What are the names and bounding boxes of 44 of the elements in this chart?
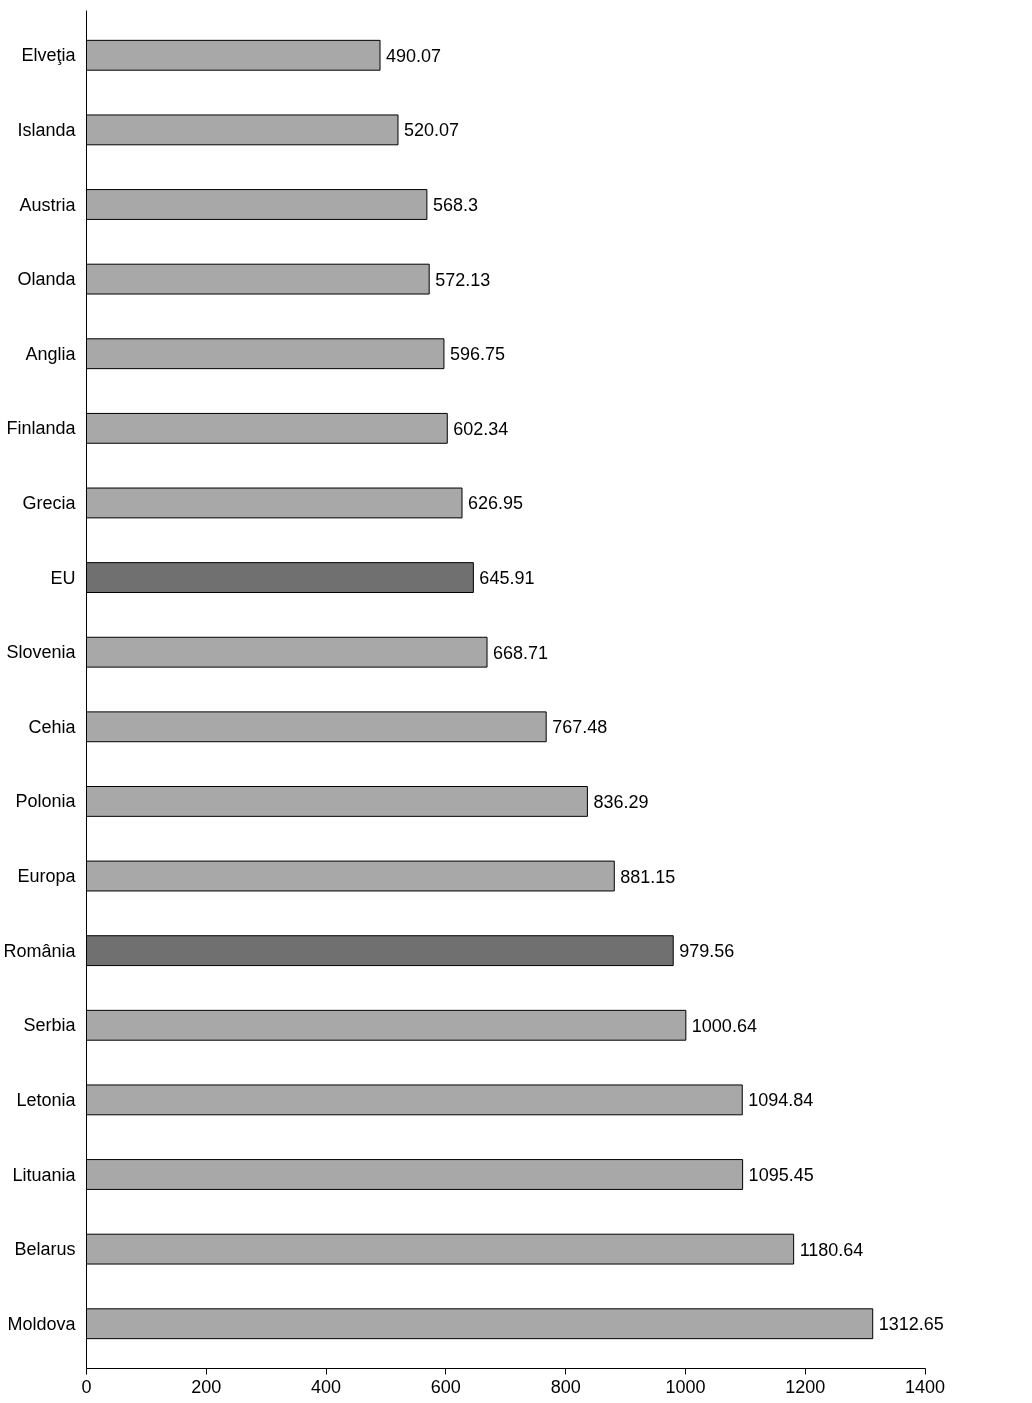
x-tick-label: 0 <box>81 1376 92 1397</box>
data-label: 1312.65 <box>878 1314 944 1335</box>
y-tick-label: Moldova <box>7 1313 77 1334</box>
y-tick-label: Belarus <box>14 1239 76 1260</box>
data-label: 979.56 <box>679 941 735 962</box>
x-tick-label: 600 <box>430 1376 461 1397</box>
y-tick-label: EU <box>50 567 76 588</box>
data-label: 1180.64 <box>799 1239 864 1260</box>
y-tick-label: Austria <box>19 194 77 215</box>
data-label: 626.95 <box>468 493 524 514</box>
data-label: 568.3 <box>432 195 478 215</box>
y-tick-label: Lituania <box>12 1164 77 1185</box>
x-tick-label: 800 <box>550 1376 581 1397</box>
x-tick-label: 200 <box>191 1376 222 1397</box>
y-tick-label: Islanda <box>17 119 77 140</box>
y-tick-label: Slovenia <box>6 642 77 663</box>
data-label: 668.71 <box>493 642 549 663</box>
data-label: 836.29 <box>593 791 649 812</box>
y-tick-label: Anglia <box>25 343 77 364</box>
y-tick-label: Cehia <box>28 716 77 737</box>
y-tick-label: România <box>3 940 77 961</box>
data-label: 881.15 <box>620 866 676 887</box>
data-label: 602.34 <box>453 418 509 439</box>
y-tick-label: Olanda <box>17 269 77 290</box>
y-tick-label: Serbia <box>23 1015 77 1036</box>
data-label: 1095.45 <box>748 1165 814 1185</box>
y-tick-label: Grecia <box>22 492 77 513</box>
y-tick-label: Letonia <box>16 1089 77 1110</box>
x-tick-label: 1000 <box>665 1376 706 1397</box>
x-tick-label: 1400 <box>905 1376 946 1397</box>
y-tick-label: Finlanda <box>6 418 77 439</box>
data-label: 520.07 <box>404 120 460 141</box>
data-label: 596.75 <box>449 344 505 365</box>
y-tick-label: Polonia <box>15 791 77 812</box>
y-tick-label: Elveţia <box>21 45 77 66</box>
x-tick-label: 400 <box>311 1376 342 1397</box>
y-tick-label: Europa <box>17 866 77 887</box>
data-label: 1094.84 <box>748 1090 814 1111</box>
data-label: 767.48 <box>552 717 608 738</box>
data-label: 645.91 <box>479 568 535 589</box>
data-label: 572.13 <box>435 269 491 290</box>
data-label: 490.07 <box>386 45 442 66</box>
x-tick-label: 1200 <box>785 1376 826 1397</box>
data-label: 1000.64 <box>691 1015 757 1036</box>
